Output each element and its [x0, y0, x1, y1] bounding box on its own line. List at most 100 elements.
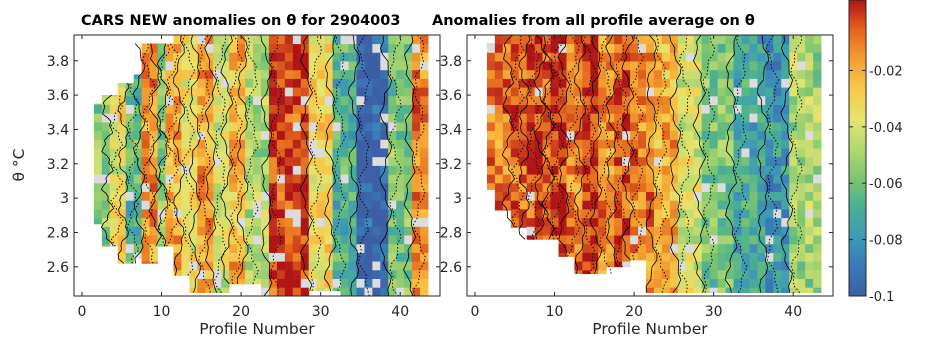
heatmap-cell — [181, 200, 190, 210]
heatmap-cell — [141, 113, 150, 123]
heatmap-cell — [372, 252, 381, 262]
heatmap-cell — [598, 35, 607, 45]
heatmap-cell — [141, 43, 150, 45]
heatmap-cell — [789, 130, 798, 140]
heatmap-cell — [276, 78, 286, 88]
heatmap-cell — [396, 52, 405, 62]
heatmap-cell — [797, 130, 806, 140]
heatmap-cell — [364, 243, 373, 253]
heatmap-cell — [677, 78, 687, 88]
heatmap-cell — [157, 156, 166, 166]
heatmap-cell — [638, 87, 647, 97]
heatmap-cell — [717, 61, 726, 71]
heatmap-cell — [797, 139, 806, 149]
contour-line — [204, 35, 218, 293]
heatmap-cell — [630, 78, 639, 88]
heatmap-cell — [781, 200, 790, 210]
heatmap-cell — [550, 165, 559, 175]
heatmap-cell — [805, 261, 814, 271]
heatmap-cell — [237, 43, 246, 53]
heatmap-cell — [661, 261, 671, 271]
heatmap-cell — [276, 87, 286, 97]
heatmap-cell — [669, 35, 679, 45]
heatmap-cell — [197, 243, 206, 253]
contour-line — [220, 35, 234, 285]
heatmap-cell — [749, 95, 758, 105]
heatmap-cell — [173, 209, 182, 219]
heatmap-cell — [340, 269, 349, 279]
heatmap-cell — [669, 104, 679, 114]
heatmap-cell — [669, 43, 679, 53]
heatmap-cell — [574, 69, 583, 79]
heatmap-cell — [646, 104, 655, 114]
heatmap-cell — [117, 139, 127, 149]
heatmap-cell — [550, 139, 559, 149]
heatmap-cell — [364, 148, 373, 158]
heatmap-cell — [173, 269, 182, 276]
heatmap-cell — [789, 226, 798, 236]
heatmap-cell — [260, 217, 270, 227]
heatmap-cell — [157, 78, 166, 88]
heatmap-cell — [284, 191, 294, 201]
heatmap-cell — [388, 78, 397, 88]
right-axes-frame — [466, 34, 834, 297]
heatmap-cell — [765, 52, 774, 62]
heatmap-cell — [396, 200, 405, 210]
heatmap-cell — [622, 261, 631, 268]
heatmap-cell — [566, 235, 575, 245]
heatmap-cell — [789, 269, 798, 279]
heatmap-cell — [372, 200, 381, 210]
heatmap-cell — [253, 43, 262, 53]
heatmap-cell — [245, 200, 254, 210]
heatmap-cell — [189, 69, 198, 79]
heatmap-cell — [316, 52, 326, 62]
heatmap-cell — [253, 130, 262, 140]
heatmap-cell — [292, 261, 302, 271]
heatmap-cell — [677, 182, 687, 192]
heatmap-cell — [685, 200, 695, 210]
heatmap-cell — [300, 191, 310, 201]
heatmap-cell — [630, 69, 639, 79]
heatmap-cell — [404, 113, 413, 123]
heatmap-cell — [677, 217, 687, 227]
heatmap-cell — [380, 122, 389, 132]
heatmap-cell — [725, 43, 734, 53]
heatmap-cell — [534, 104, 543, 114]
heatmap-cell — [677, 174, 687, 184]
heatmap-cell — [709, 95, 719, 105]
heatmap-cell — [380, 209, 389, 219]
heatmap-cell — [292, 182, 302, 192]
heatmap-cell — [284, 182, 294, 192]
colorbar-tick-label: -0.08 — [869, 234, 903, 249]
heatmap-cell — [797, 278, 806, 288]
heatmap-cell — [646, 61, 655, 71]
heatmap-cell — [630, 113, 639, 123]
heatmap-cell — [685, 122, 695, 132]
contour-line — [379, 35, 393, 296]
heatmap-cell — [502, 122, 512, 132]
heatmap-cell — [494, 148, 504, 158]
heatmap-cell — [372, 269, 381, 279]
heatmap-cell — [685, 261, 695, 271]
heatmap-cell — [805, 139, 814, 149]
heatmap-cell — [404, 130, 413, 140]
heatmap-cell — [181, 35, 190, 45]
heatmap-cell — [781, 287, 790, 293]
heatmap-cell — [574, 52, 583, 62]
heatmap-cell — [149, 235, 158, 245]
x-tick-label: 10 — [546, 304, 564, 320]
heatmap-cell — [125, 217, 135, 227]
heatmap-cell — [340, 87, 349, 97]
heatmap-cell — [388, 122, 397, 132]
heatmap-cell — [757, 182, 766, 192]
heatmap-cell — [276, 287, 286, 297]
heatmap-cell — [340, 200, 349, 210]
heatmap-cell — [149, 52, 158, 62]
heatmap-cell — [669, 78, 679, 88]
heatmap-cell — [356, 200, 365, 210]
heatmap-cell — [717, 69, 726, 79]
heatmap-cell — [693, 95, 703, 105]
heatmap-cell — [502, 182, 512, 192]
heatmap-cell — [510, 52, 520, 62]
heatmap-cell — [630, 52, 639, 62]
